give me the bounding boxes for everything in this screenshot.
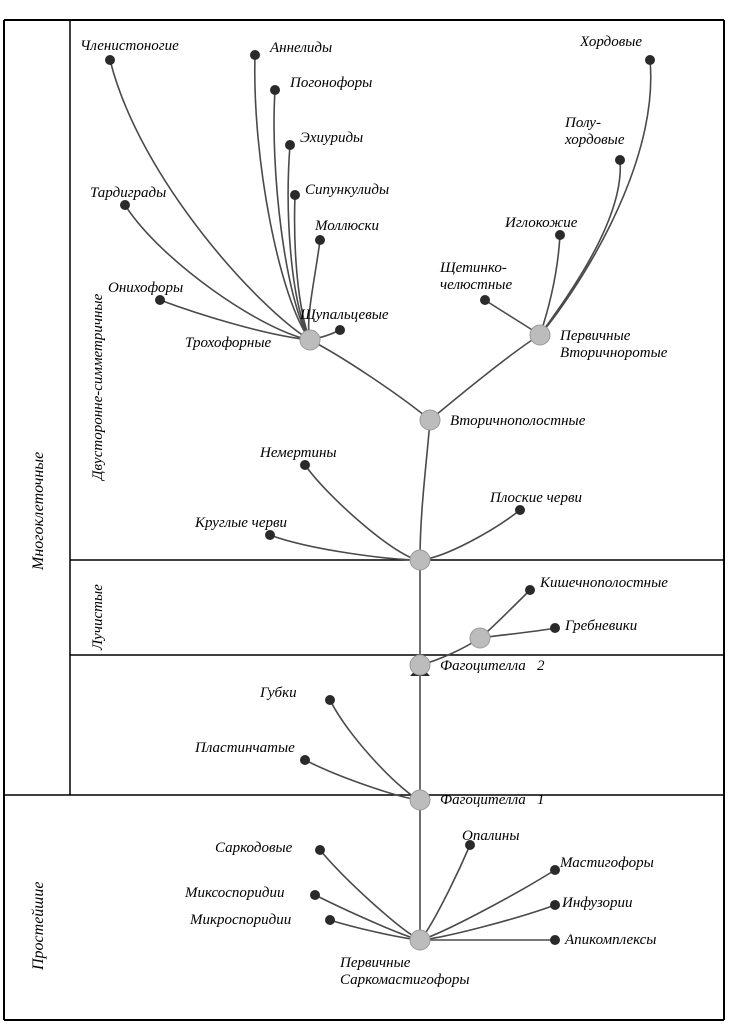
label-tent: Щупальцевые [300,307,389,324]
label-annel: Аннелиды [270,40,332,57]
label-placo: Пластинчатые [195,740,295,757]
label-onych: Онихофоры [108,280,183,297]
category-mnogo: Многоклеточные [30,452,48,570]
label-nemert: Немертины [260,445,337,462]
label-micro: Микроспоридии [190,912,291,929]
label-porif: Губки [260,685,297,702]
hub-label-phago1: Фагоцителла 1 [440,792,545,809]
label-chlen: Членистоногие [80,38,179,55]
label-platy: Плоские черви [490,490,582,507]
label-cten: Гребневики [565,618,637,635]
hub-label-coelom: Вторичнополостные [450,413,585,430]
category-prost: Простейшие [30,882,48,971]
label-hemi: Полу- хордовые [565,115,625,148]
hub-label-sarco: Первичные Саркомастигофоры [340,955,470,988]
label-pogon: Погонофоры [290,75,372,92]
category-luch: Лучистые [90,584,107,650]
category-dvust: Двусторонне-симметричные [90,294,107,480]
hub-label-troch: Трохофорные [185,335,271,352]
label-chaet: Щетинко- челюстные [440,260,512,293]
label-moll: Моллюски [315,218,379,235]
label-masti: Мастигофоры [560,855,654,872]
label-chord: Хордовые [580,34,642,51]
label-apic: Апикомплексы [565,932,656,949]
label-cili: Инфузории [562,895,633,912]
label-opal: Опалины [462,828,519,845]
label-myxo: Миксоспоридии [185,885,284,902]
label-echi: Эхиуриды [300,130,363,147]
label-sark: Саркодовые [215,840,292,857]
label-nemat: Круглые черви [195,515,287,532]
hub-label-deut: Первичные Вторичноротые [560,328,667,361]
label-tardi: Тардиграды [90,185,166,202]
hub-label-phago2: Фагоцителла 2 [440,658,545,675]
label-cnid: Кишечнополостные [540,575,668,592]
label-sipun: Сипункулиды [305,182,389,199]
label-echino: Иглокожие [505,215,577,232]
